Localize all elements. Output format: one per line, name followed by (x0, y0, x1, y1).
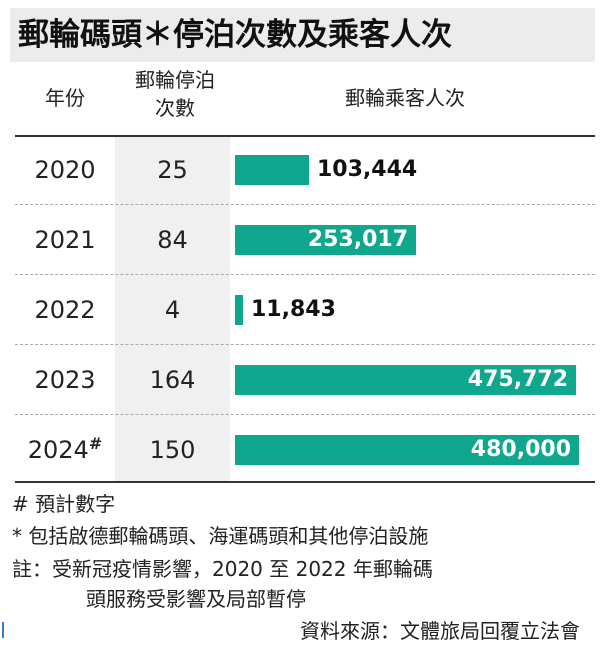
calls-cell: 25 (157, 156, 188, 184)
year-cell: 2022 (34, 296, 96, 324)
passenger-bar (235, 365, 576, 395)
title-band (10, 8, 595, 62)
calls-cell: 4 (164, 296, 181, 324)
row-divider (15, 344, 595, 345)
header-year: 年份 (45, 86, 85, 110)
passenger-value-label: 103,444 (317, 157, 418, 182)
calls-cell: 84 (157, 226, 188, 254)
passenger-value-label: 480,000 (470, 437, 571, 462)
header-passengers: 郵輪乘客人次 (345, 86, 465, 110)
calls-cell: 164 (149, 366, 196, 394)
table-row: 2022 4 11,843 (15, 275, 595, 345)
row-divider (15, 274, 595, 275)
year-cell: 2024# (27, 434, 103, 464)
table-row: 2023 164 475,772 (15, 345, 595, 415)
passenger-value-label: 11,843 (251, 297, 336, 322)
calls-cell: 150 (149, 436, 196, 464)
footnote-estimate: # 預計數字 (12, 492, 116, 516)
year-cell: 2021 (34, 226, 96, 254)
calls-column-band (115, 135, 230, 483)
table-row: 2024# 150 480,000 (15, 415, 595, 485)
header-calls-line1: 郵輪停泊 (135, 68, 215, 92)
header-calls: 郵輪停泊 次數 (115, 66, 235, 122)
table-row: 2021 84 253,017 (15, 205, 595, 275)
chart-title: 郵輪碼頭＊停泊次數及乘客人次 (18, 17, 452, 53)
table-bottom-rule (15, 481, 595, 483)
passenger-value-label: 253,017 (307, 227, 408, 252)
passenger-bar (235, 155, 309, 185)
footnote-terminals: * 包括啟德郵輪碼頭、海運碼頭和其他停泊設施 (12, 524, 429, 548)
edge-marker (2, 622, 4, 638)
passenger-bar (235, 435, 579, 465)
year-cell: 2020 (34, 156, 96, 184)
row-divider (15, 204, 595, 205)
table-top-rule (15, 135, 595, 137)
footnote-note-line2: 頭服務受影響及局部暫停 (86, 587, 306, 611)
row-divider (15, 414, 595, 415)
year-cell: 2023 (34, 366, 96, 394)
passenger-bar (235, 295, 243, 325)
header-calls-line2: 次數 (155, 96, 195, 120)
source-credit: 資料來源：文體旅局回覆立法會 (300, 619, 580, 643)
passenger-bar (235, 225, 416, 255)
footnote-note-line1: 註：受新冠疫情影響，2020 至 2022 年郵輪碼 (12, 557, 433, 581)
passenger-value-label: 475,772 (467, 367, 568, 392)
table-row: 2020 25 103,444 (15, 135, 595, 205)
data-table: 2020 25 103,444 2021 84 253,017 2022 4 1… (15, 135, 595, 483)
